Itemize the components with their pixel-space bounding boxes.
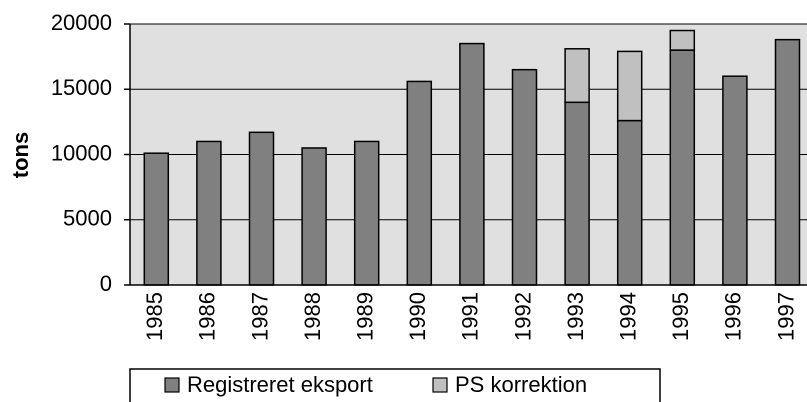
y-tick-label: 5000	[63, 206, 112, 231]
bar-segment	[669, 29, 696, 51]
x-tick-label: 1997	[773, 292, 798, 341]
y-tick-label: 0	[100, 271, 112, 296]
x-tick-label: 1995	[668, 292, 693, 341]
legend-swatch	[164, 377, 180, 393]
x-tick-label: 1988	[300, 292, 325, 341]
x-tick-label: 1989	[353, 292, 378, 341]
bar-segment	[248, 131, 275, 286]
legend-swatch	[432, 377, 448, 393]
y-tick-label: 10000	[51, 140, 112, 165]
x-tick-label: 1996	[721, 292, 746, 341]
bar-segment	[459, 42, 485, 286]
x-tick-label: 1991	[458, 292, 483, 341]
bar-segment	[511, 68, 538, 286]
legend-label: PS korrektion	[455, 372, 587, 397]
x-tick-label: 1993	[563, 292, 588, 341]
x-tick-label: 1987	[247, 292, 272, 341]
legend-label: Registreret eksport	[187, 372, 373, 397]
y-axis-label: tons	[8, 132, 33, 178]
bar-segment	[722, 75, 748, 286]
bar-segment	[143, 152, 170, 286]
x-tick-label: 1994	[616, 292, 641, 341]
bar-segment	[301, 147, 327, 286]
y-tick-label: 20000	[51, 10, 112, 35]
bar-segment	[353, 140, 380, 286]
bar-segment	[774, 38, 801, 286]
bar-segment	[564, 101, 590, 286]
y-tick-label: 15000	[51, 75, 112, 100]
bar-segment	[564, 48, 590, 104]
x-tick-label: 1992	[510, 292, 535, 341]
x-tick-label: 1986	[195, 292, 220, 341]
bar-segment	[669, 49, 696, 286]
bar-segment	[406, 80, 433, 286]
bar-segment	[616, 119, 643, 286]
x-tick-label: 1990	[405, 292, 430, 341]
x-tick-label: 1985	[142, 292, 167, 341]
bar-segment	[616, 50, 643, 122]
legend	[129, 368, 661, 402]
bar-segment	[196, 140, 222, 286]
